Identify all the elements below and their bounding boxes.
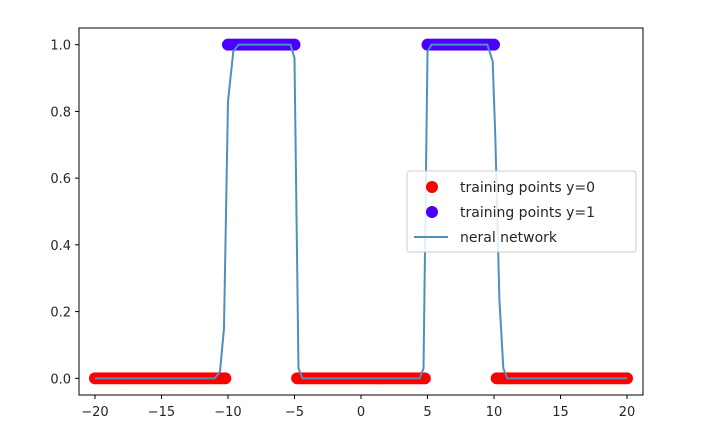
legend-label-y1: training points y=1 [460,205,595,221]
y-tick-label: 1.0 [50,39,71,54]
x-tick-label: 15 [552,405,569,420]
plot-frame [78,27,644,396]
legend-marker-y1 [426,206,438,218]
y-axis: 0.0 0.2 0.4 0.6 0.8 1.0 [50,39,79,387]
x-axis: −20 −15 −10 −5 0 5 10 15 20 [81,395,635,420]
legend-label-network: neral network [460,230,558,246]
x-tick-label: −20 [81,405,108,420]
data-point [488,38,501,51]
x-tick-label: −10 [214,405,241,420]
x-tick-label: 5 [423,405,431,420]
data-point [219,372,232,385]
y-tick-label: 0.4 [50,239,71,254]
legend: training points y=0 training points y=1 … [406,170,637,253]
y-tick-label: 0.6 [50,172,71,187]
x-tick-label: 10 [486,405,503,420]
y-tick-label: 0.2 [50,306,71,321]
x-tick-label: −5 [285,405,304,420]
legend-label-y0: training points y=0 [460,180,595,196]
legend-box [406,170,637,253]
y-tick-label: 0.0 [50,372,71,387]
data-point [418,372,431,385]
x-tick-label: 20 [619,405,636,420]
x-tick-label: 0 [357,405,365,420]
series-layer [88,38,634,385]
y-tick-label: 0.8 [50,105,71,120]
legend-marker-y0 [426,181,438,193]
x-tick-label: −15 [148,405,175,420]
